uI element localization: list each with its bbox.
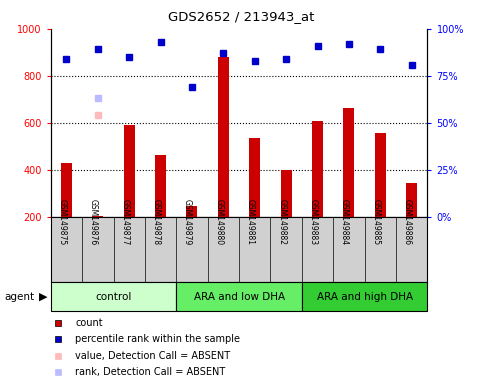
Text: GSM149882: GSM149882 (277, 199, 286, 245)
Text: agent: agent (5, 291, 35, 302)
Text: ▶: ▶ (39, 291, 47, 302)
Bar (155, 155, 166, 217)
Text: GSM149883: GSM149883 (309, 199, 318, 245)
Text: GSM149880: GSM149880 (214, 199, 223, 245)
Text: GSM149875: GSM149875 (57, 199, 67, 245)
Text: GSM149876: GSM149876 (89, 199, 98, 245)
Bar (51, 282, 176, 311)
Text: GSM149877: GSM149877 (120, 199, 129, 245)
Text: GSM149885: GSM149885 (371, 199, 381, 245)
Bar (218, 57, 229, 217)
Bar (186, 206, 198, 217)
Bar (406, 183, 417, 217)
Text: count: count (75, 318, 103, 328)
Bar (61, 163, 72, 217)
Text: GSM149881: GSM149881 (246, 199, 255, 245)
Text: control: control (95, 291, 132, 302)
Text: value, Detection Call = ABSENT: value, Detection Call = ABSENT (75, 351, 230, 361)
Text: percentile rank within the sample: percentile rank within the sample (75, 334, 240, 344)
Text: GSM149886: GSM149886 (403, 199, 412, 245)
Bar (124, 125, 135, 217)
Bar (281, 170, 292, 217)
Bar (343, 108, 355, 217)
Text: ARA and high DHA: ARA and high DHA (316, 291, 413, 302)
Bar (92, 216, 103, 217)
Text: GDS2652 / 213943_at: GDS2652 / 213943_at (168, 10, 315, 23)
Bar (312, 121, 323, 217)
Bar (375, 134, 386, 217)
Text: GSM149884: GSM149884 (340, 199, 349, 245)
Bar (176, 282, 302, 311)
Text: GSM149879: GSM149879 (183, 199, 192, 245)
Bar (249, 138, 260, 217)
Text: rank, Detection Call = ABSENT: rank, Detection Call = ABSENT (75, 367, 226, 377)
Text: GSM149878: GSM149878 (152, 199, 160, 245)
Bar (302, 282, 427, 311)
Text: ARA and low DHA: ARA and low DHA (194, 291, 284, 302)
